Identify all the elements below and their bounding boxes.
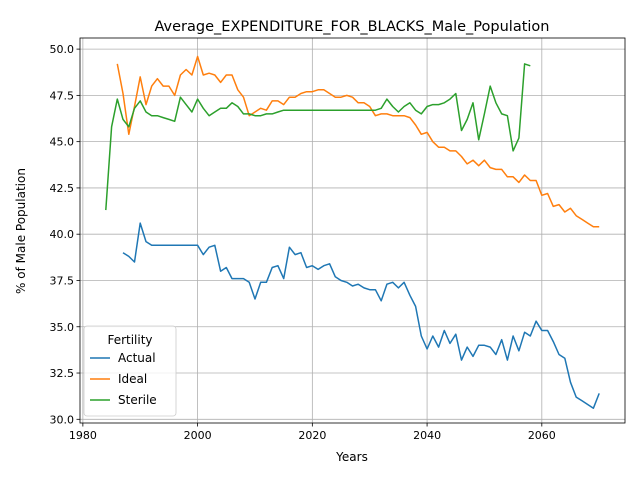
series-line-sterile [105,63,531,211]
y-tick-label: 45.0 [50,136,75,149]
legend-entries: Actual Ideal Sterile [90,351,157,407]
y-tick-label: 32.5 [50,367,75,380]
x-tick-label: 2020 [298,429,326,442]
y-tick-label: 47.5 [50,89,75,102]
legend-label-actual: Actual [118,351,156,365]
y-tick-label: 35.0 [50,321,75,334]
series-line-actual [122,222,600,409]
y-tick-label: 50.0 [50,43,75,56]
x-axis-label: Years [335,450,368,464]
legend-label-sterile: Sterile [118,393,157,407]
series-line-ideal [116,55,600,228]
axis-ticks: 1980 2000 2020 2040 2060 30.0 32.5 35.0 37.5 40.0… [50,43,556,442]
y-tick-label: 42.5 [50,182,75,195]
y-tick-label: 37.5 [50,274,75,287]
y-tick-label: 30.0 [50,413,75,426]
series-lines [105,55,600,409]
chart-title: Average_EXPENDITURE_FOR_BLACKS_Male_Popu… [154,19,549,35]
y-axis-label: % of Male Population [14,168,28,294]
x-tick-label: 2000 [184,429,212,442]
legend-title: Fertility [107,333,152,347]
legend-label-ideal: Ideal [118,372,147,386]
plot-frame [79,37,626,424]
x-tick-label: 1980 [69,429,97,442]
x-tick-label: 2040 [413,429,441,442]
legend: Fertility Actual Ideal Sterile [83,325,177,417]
x-tick-label: 2060 [528,429,556,442]
legend-box [83,325,177,417]
y-tick-label: 40.0 [50,228,75,241]
